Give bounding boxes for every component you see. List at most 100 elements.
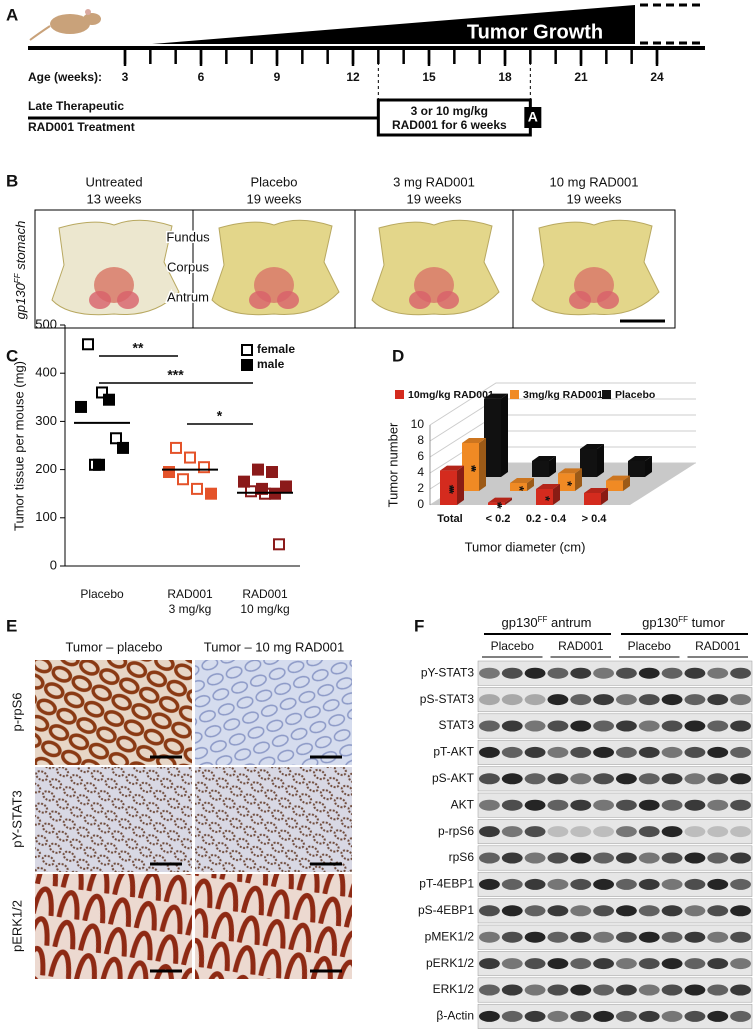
legend-label: 10mg/kg RAD001 xyxy=(408,389,494,401)
blot-band xyxy=(730,746,751,758)
blot-band xyxy=(593,984,614,996)
blot-band xyxy=(661,694,683,706)
bar xyxy=(584,488,608,505)
blot-band xyxy=(638,878,660,890)
blot-band xyxy=(730,931,751,943)
blot-band xyxy=(570,667,592,679)
x-tick-label: RAD001 xyxy=(167,587,213,601)
bar-side xyxy=(645,456,652,477)
y-tick-label: 300 xyxy=(35,413,57,428)
blot-band xyxy=(547,852,569,864)
panel-label: C xyxy=(6,346,18,365)
column-header: Untreated xyxy=(85,174,142,189)
bar xyxy=(484,398,501,477)
blot-band xyxy=(593,1010,614,1022)
blot-band xyxy=(501,746,523,758)
blot-band xyxy=(616,852,637,864)
legend-swatch xyxy=(241,359,253,371)
blot-band xyxy=(570,773,592,785)
blot-band xyxy=(593,720,614,732)
female-point xyxy=(110,432,122,445)
legend-swatch xyxy=(241,344,253,356)
bar-annotation: ** xyxy=(464,465,479,473)
blot-band xyxy=(524,720,546,732)
timeline-title: Tumor Growth xyxy=(467,21,603,43)
endpoint-box xyxy=(524,107,542,128)
blot-band xyxy=(707,667,729,679)
bar-top xyxy=(606,475,630,481)
x-tick-label: 3 mg/kg xyxy=(169,602,212,616)
female-point xyxy=(191,482,203,495)
significance-label: ** xyxy=(133,340,144,356)
blot-strip xyxy=(477,924,753,950)
blot-band xyxy=(616,799,637,811)
female-point xyxy=(273,538,285,551)
bar-side xyxy=(601,488,608,505)
blot-strip xyxy=(477,977,753,1003)
label-rest: antrum xyxy=(547,615,591,630)
blot-band xyxy=(684,958,706,970)
column-header: 3 mg RAD001 xyxy=(393,174,475,189)
treatment-label: RAD001 Treatment xyxy=(28,120,135,134)
region-label: Fundus xyxy=(166,229,210,244)
blot-band xyxy=(547,878,569,890)
blot-band xyxy=(684,878,706,890)
superscript: FF xyxy=(678,615,688,624)
blot-band xyxy=(661,852,683,864)
blot-band xyxy=(593,773,614,785)
blot-band xyxy=(501,773,523,785)
blot-band xyxy=(570,984,592,996)
x-tick-label: 6 xyxy=(198,70,205,84)
blot-band xyxy=(479,694,500,706)
blot-strip xyxy=(477,951,753,977)
blot-band xyxy=(547,746,569,758)
blot-band xyxy=(479,852,500,864)
male-point xyxy=(163,466,175,479)
blot-band xyxy=(730,826,751,838)
blot-label: AKT xyxy=(451,797,475,811)
blot-band xyxy=(547,905,569,917)
blot-band xyxy=(593,878,614,890)
bar: * xyxy=(536,484,560,505)
blot-band xyxy=(616,984,637,996)
y-tick-label: 6 xyxy=(417,449,424,463)
blot-band xyxy=(638,773,660,785)
blot-band xyxy=(707,826,729,838)
y-tick-label: 200 xyxy=(35,461,57,476)
blot-band xyxy=(661,931,683,943)
panel-label: E xyxy=(6,616,17,635)
legend-swatch xyxy=(602,390,611,399)
panel-label: B xyxy=(6,171,18,190)
blot-band xyxy=(730,799,751,811)
blot-band xyxy=(570,958,592,970)
blot-band xyxy=(707,878,729,890)
column-header: Tumor – placebo xyxy=(65,639,162,654)
blot-band xyxy=(547,667,569,679)
y-tick-label: 4 xyxy=(417,465,424,479)
female-point xyxy=(82,338,94,351)
male-point xyxy=(266,466,278,479)
blot-band xyxy=(593,694,614,706)
bar xyxy=(580,449,597,477)
bar-side xyxy=(553,484,560,505)
blot-band xyxy=(593,905,614,917)
y-tick-label: 10 xyxy=(411,417,425,431)
blot-band xyxy=(661,773,683,785)
bar xyxy=(580,444,604,477)
legend-swatch xyxy=(395,390,404,399)
blot-band xyxy=(479,1010,500,1022)
blot-strip xyxy=(477,845,753,871)
ihc-image xyxy=(195,767,352,872)
blot-band xyxy=(501,1010,523,1022)
tumor-blob xyxy=(569,291,591,309)
tumor-blob xyxy=(409,291,431,309)
ihc-image xyxy=(35,660,192,765)
blot-band xyxy=(479,826,500,838)
gene-name: gp130 xyxy=(13,282,28,319)
bar-side xyxy=(479,438,486,491)
blot-strip xyxy=(477,766,753,792)
blot-band xyxy=(661,984,683,996)
blot-band xyxy=(684,1010,706,1022)
column-header: 19 weeks xyxy=(567,191,622,206)
